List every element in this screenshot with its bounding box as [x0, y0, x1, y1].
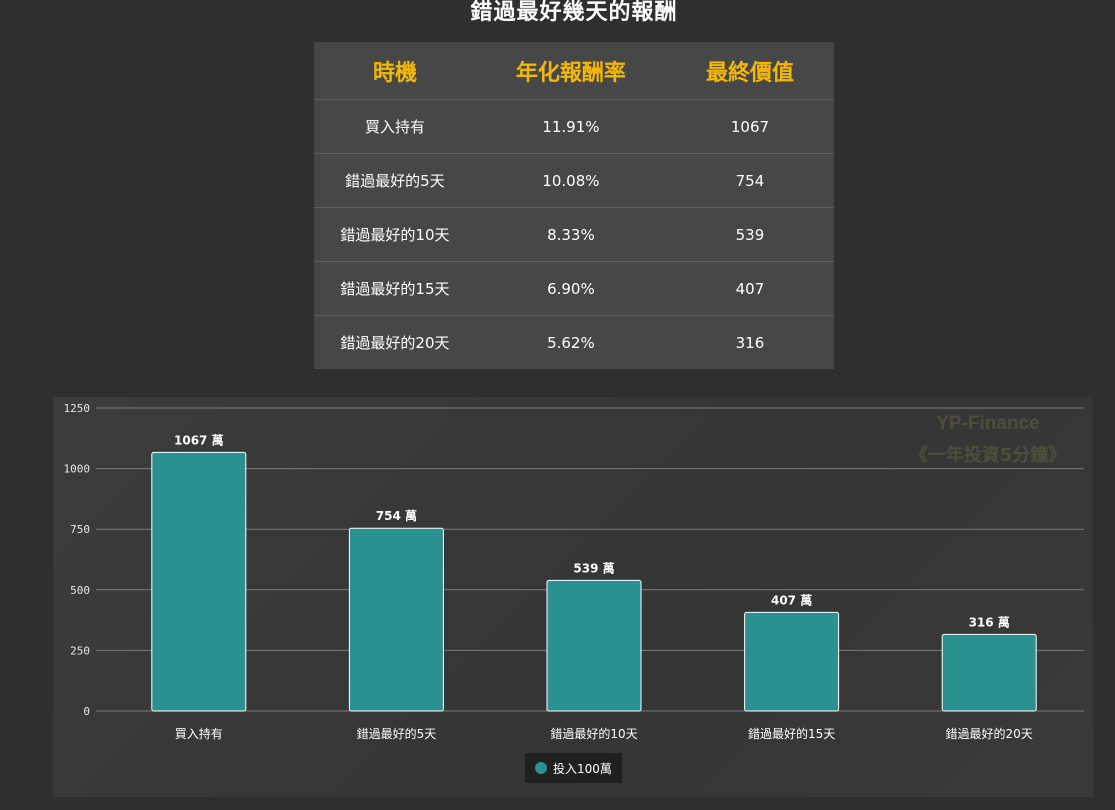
- table-cell-value: 539: [665, 207, 834, 262]
- table-cell-timing: 錯過最好的20天: [314, 315, 476, 369]
- bar-chart-panel: 0 250 500 750 1000 1250 1067 萬買入持有 754 萬錯過最好的5天…: [53, 397, 1093, 797]
- table-cell-return: 6.90%: [475, 261, 666, 316]
- y-tick-label: 250: [70, 644, 90, 657]
- table-row: 錯過最好的5天 10.08% 754: [314, 153, 834, 208]
- bar-data-label: 316 萬: [969, 614, 1010, 629]
- table-cell-timing: 買入持有: [314, 99, 476, 154]
- table-cell-return: 8.33%: [475, 207, 666, 262]
- table-cell-return: 5.62%: [475, 315, 666, 369]
- x-tick-label: 買入持有: [175, 726, 223, 741]
- watermark-brand: YP-Finance: [936, 413, 1040, 434]
- header-timing: 時機: [314, 42, 476, 100]
- legend-swatch-icon: [535, 762, 547, 774]
- table-row: 錯過最好的15天 6.90% 407: [314, 261, 834, 316]
- x-tick-label: 錯過最好的10天: [550, 726, 637, 741]
- bar: [941, 633, 1037, 712]
- y-tick-label: 0: [83, 705, 90, 718]
- bar-data-label: 407 萬: [771, 592, 812, 607]
- returns-table-container: 時機 年化報酬率 最終價值 買入持有 11.91% 1067 錯過最好的5天 1…: [314, 42, 834, 369]
- header-annual-return: 年化報酬率: [475, 42, 666, 100]
- y-tick-label: 500: [70, 584, 90, 597]
- bar: [348, 527, 444, 712]
- table-row: 買入持有 11.91% 1067: [314, 99, 834, 154]
- header-final-value: 最終價值: [665, 42, 834, 100]
- y-tick-label: 1000: [64, 463, 91, 476]
- table-cell-value: 316: [665, 315, 834, 369]
- x-tick-label: 錯過最好的15天: [748, 726, 835, 741]
- chart-legend[interactable]: 投入100萬: [525, 753, 622, 783]
- bar: [151, 451, 247, 712]
- table-cell-return: 11.91%: [475, 99, 666, 154]
- table-header-row: 時機 年化報酬率 最終價值: [314, 42, 834, 100]
- bar: [546, 579, 642, 712]
- table-cell-value: 1067: [665, 99, 834, 154]
- table-cell-value: 407: [665, 261, 834, 316]
- returns-table: 時機 年化報酬率 最終價值 買入持有 11.91% 1067 錯過最好的5天 1…: [314, 42, 834, 369]
- bar-data-label: 1067 萬: [174, 432, 224, 447]
- table-cell-value: 754: [665, 153, 834, 208]
- table-row: 錯過最好的10天 8.33% 539: [314, 207, 834, 262]
- legend-label: 投入100萬: [553, 761, 612, 776]
- x-tick-label: 錯過最好的20天: [946, 726, 1033, 741]
- table-cell-timing: 錯過最好的5天: [314, 153, 476, 208]
- table-cell-return: 10.08%: [475, 153, 666, 208]
- bar-data-label: 539 萬: [573, 560, 614, 575]
- table-row: 錯過最好的20天 5.62% 316: [314, 315, 834, 369]
- page-title: 錯過最好幾天的報酬: [470, 0, 678, 25]
- table-cell-timing: 錯過最好的15天: [314, 261, 476, 316]
- y-tick-label: 1250: [64, 402, 91, 415]
- bar: [744, 611, 840, 712]
- table-cell-timing: 錯過最好的10天: [314, 207, 476, 262]
- watermark-tagline: 《一年投資5分鐘》: [909, 445, 1067, 466]
- y-tick-label: 750: [70, 523, 90, 536]
- x-tick-label: 錯過最好的5天: [357, 726, 437, 741]
- bar-data-label: 754 萬: [376, 508, 417, 523]
